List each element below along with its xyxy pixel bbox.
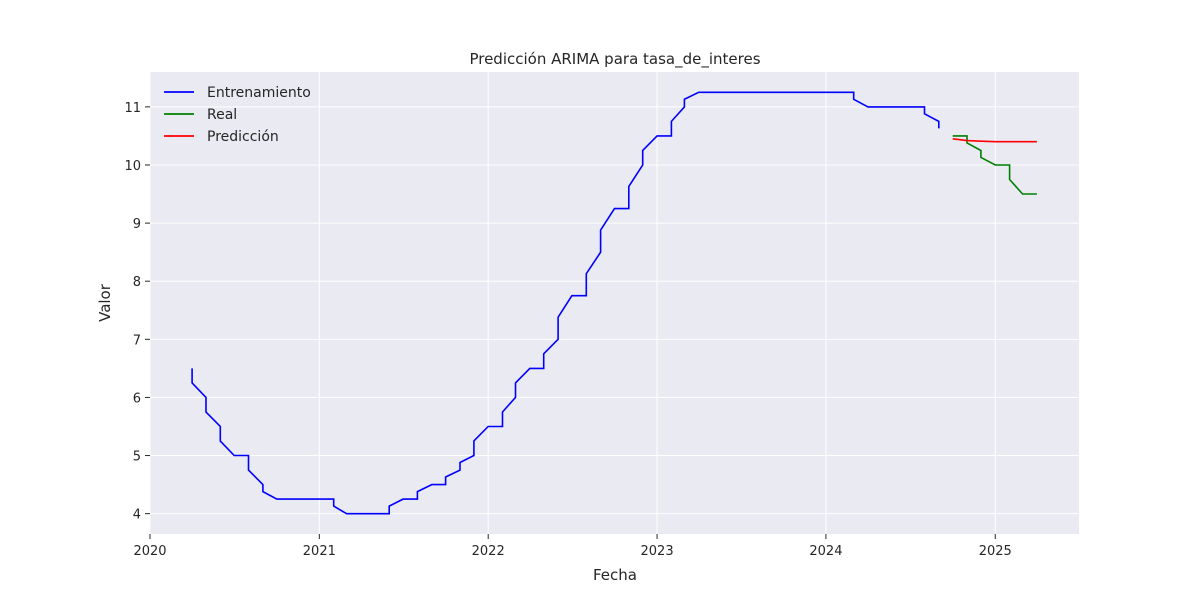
- y-tick-label: 10: [124, 159, 141, 174]
- y-tick-label: 8: [133, 275, 141, 290]
- y-tick-label: 4: [133, 508, 141, 523]
- y-tick-label: 9: [133, 217, 141, 232]
- x-tick-label: 2022: [472, 544, 505, 559]
- grid: [149, 72, 1079, 534]
- legend-label-predicci-n: Predicción: [207, 129, 279, 145]
- y-tick-labels: 4 5 6 7 8 9 10 11: [124, 101, 150, 523]
- series-line-real: [952, 135, 1037, 195]
- series-line-predicci-n: [952, 138, 1037, 143]
- legend-label-entrenamiento: Entrenamiento: [207, 85, 311, 101]
- series-line-entrenamiento: [191, 91, 940, 515]
- y-tick-label: 11: [124, 101, 141, 116]
- x-axis-title: Fecha: [593, 566, 637, 584]
- x-tick-labels: 2020 2021 2022 2023 2024 2025: [133, 534, 1012, 559]
- y-tick-label: 6: [133, 391, 141, 406]
- x-tick-label: 2025: [979, 544, 1012, 559]
- y-tick-label: 7: [133, 333, 141, 348]
- x-tick-label: 2023: [641, 544, 674, 559]
- y-tick-label: 5: [133, 450, 141, 465]
- legend: Entrenamiento Real Predicción: [164, 85, 311, 145]
- chart-title: Predicción ARIMA para tasa_de_interes: [469, 50, 760, 69]
- y-axis-title: Valor: [96, 283, 114, 322]
- legend-label-real: Real: [207, 107, 237, 123]
- x-tick-label: 2020: [133, 544, 166, 559]
- x-tick-label: 2021: [303, 544, 336, 559]
- x-tick-label: 2024: [809, 544, 842, 559]
- series-group: [191, 91, 1037, 515]
- plot-area: [150, 72, 1079, 534]
